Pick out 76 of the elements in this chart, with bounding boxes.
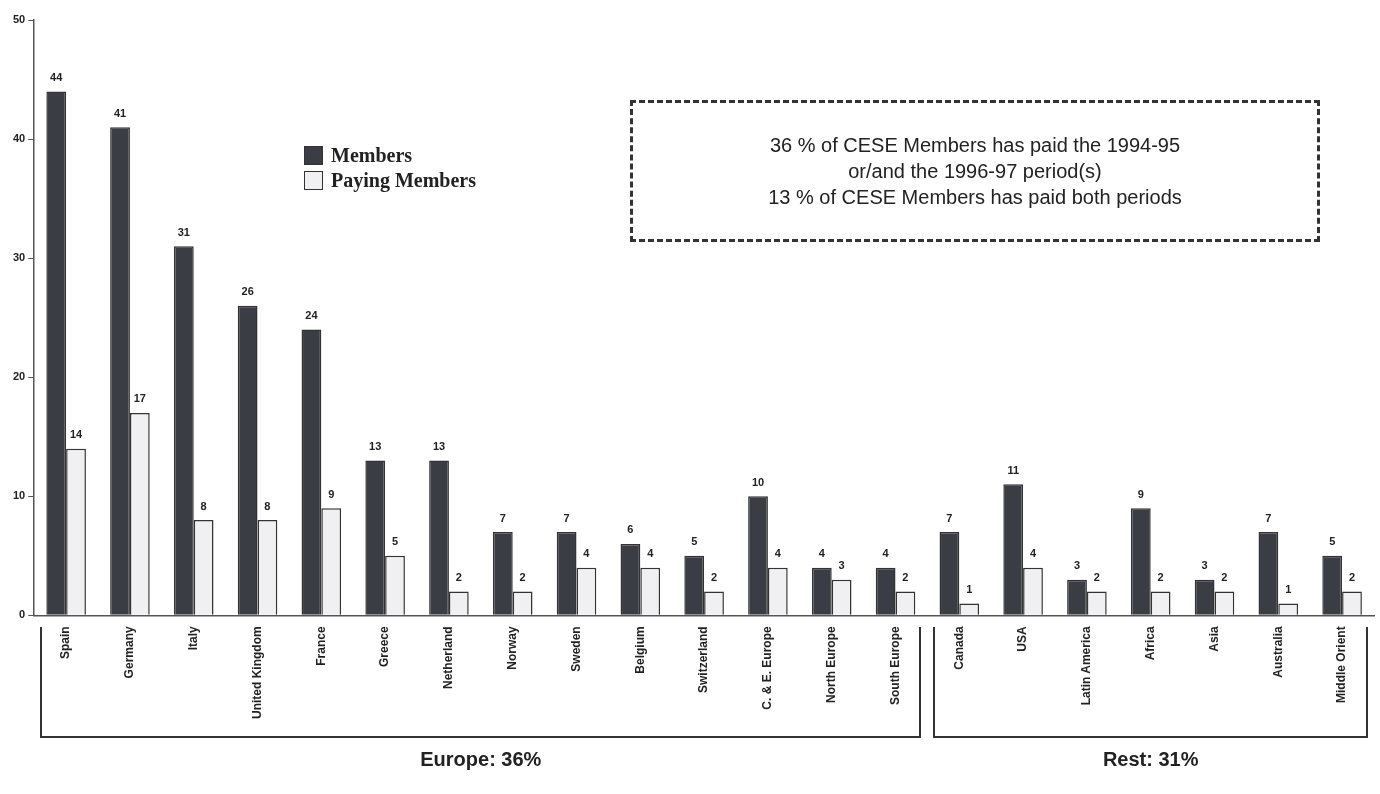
data-label: 11 — [1007, 463, 1020, 476]
x-tick-label: Canada — [951, 626, 966, 670]
x-tick-label: USA — [1015, 626, 1030, 652]
x-tick-label: Italy — [186, 626, 201, 651]
x-tick-label: United Kingdom — [249, 626, 264, 719]
data-label: 5 — [691, 535, 698, 548]
text: Europe: 36% — [420, 748, 542, 771]
x-tick-label: North Europe — [824, 626, 839, 704]
x-tick-label: Africa — [1143, 626, 1158, 661]
x-tick-label: Germany — [122, 626, 137, 679]
data-label: 13 — [432, 440, 446, 453]
data-label: 26 — [241, 285, 254, 298]
data-label: 4 — [818, 547, 826, 560]
x-tick-label: Sweden — [568, 626, 583, 672]
data-label: 2 — [1157, 571, 1164, 584]
data-label: 3 — [1201, 559, 1208, 572]
data-label: 7 — [946, 511, 953, 524]
data-label: 31 — [177, 225, 190, 238]
x-tick-label: Switzerland — [696, 626, 711, 694]
data-label: 13 — [369, 440, 382, 453]
x-tick-label: Belgium — [632, 626, 647, 674]
data-label: 4 — [583, 547, 591, 560]
data-label: 8 — [200, 499, 207, 512]
data-label: 2 — [1093, 571, 1100, 584]
data-label: 44 — [50, 70, 64, 83]
data-label: 2 — [710, 571, 718, 584]
data-label: 3 — [1073, 559, 1081, 572]
data-label: 2 — [1221, 571, 1228, 584]
data-label: 7 — [1265, 511, 1272, 524]
data-label: 1 — [966, 582, 973, 595]
x-tick-label: Australia — [1270, 626, 1285, 678]
data-label: 4 — [1029, 547, 1037, 560]
data-label: 4 — [774, 547, 782, 560]
data-label: 24 — [305, 309, 319, 322]
y-tick-label: 50 — [12, 13, 26, 26]
legend-label: Paying Members — [331, 169, 476, 192]
data-label: 9 — [1137, 487, 1144, 500]
data-label: 2 — [455, 571, 462, 584]
x-tick-label: Asia — [1206, 626, 1221, 652]
data-label: 1 — [1285, 582, 1292, 595]
y-tick-label: 20 — [12, 370, 26, 383]
data-label: 4 — [882, 547, 890, 560]
data-label: 4 — [647, 547, 655, 560]
legend-label: Members — [331, 144, 413, 167]
data-label: 6 — [627, 523, 634, 536]
data-label: 14 — [69, 428, 84, 441]
y-tick-label: 40 — [12, 132, 26, 145]
data-label: 7 — [563, 511, 570, 524]
x-tick-label: Netherland — [441, 626, 456, 690]
data-label: 17 — [133, 392, 146, 405]
data-label: 2 — [902, 571, 909, 584]
y-tick-label: 30 — [12, 251, 26, 264]
data-label: 3 — [838, 559, 845, 572]
x-tick-label: C. & E. Europe — [760, 626, 775, 710]
x-tick-label: Spain — [58, 626, 73, 660]
data-label: 7 — [499, 511, 506, 524]
text: Rest: 31% — [1102, 748, 1199, 771]
x-tick-label: Latin America — [1079, 626, 1094, 706]
x-tick-label: France — [313, 626, 328, 666]
data-label: 41 — [113, 106, 127, 119]
data-label: 5 — [1329, 535, 1336, 548]
x-tick-label: Norway — [505, 626, 520, 670]
data-label: 9 — [328, 487, 335, 500]
annotation: 36 % of CESE Members has paid the 1994-95 or/and the 1996-97 period(s) — [768, 133, 1182, 184]
dashed-frame: 36 % of CESE Members has paid the 1994-95 or/and the 1996-97 period(s) 13 % of CESE Members has paid both periods — [630, 100, 1320, 242]
x-tick-label: South Europe — [887, 626, 902, 706]
annotation: 13 % of CESE Members has paid both periods — [767, 185, 1183, 210]
y-tick-label: 0 — [19, 608, 26, 621]
data-label: 10 — [751, 475, 765, 488]
data-label: 5 — [391, 535, 399, 548]
x-tick-label: Greece — [377, 626, 392, 668]
x-tick-label: Middle Orient — [1334, 626, 1349, 704]
y-tick-label: 10 — [12, 489, 26, 502]
data-label: 2 — [519, 571, 526, 584]
data-label: 2 — [1348, 571, 1356, 584]
data-label: 8 — [264, 499, 271, 512]
